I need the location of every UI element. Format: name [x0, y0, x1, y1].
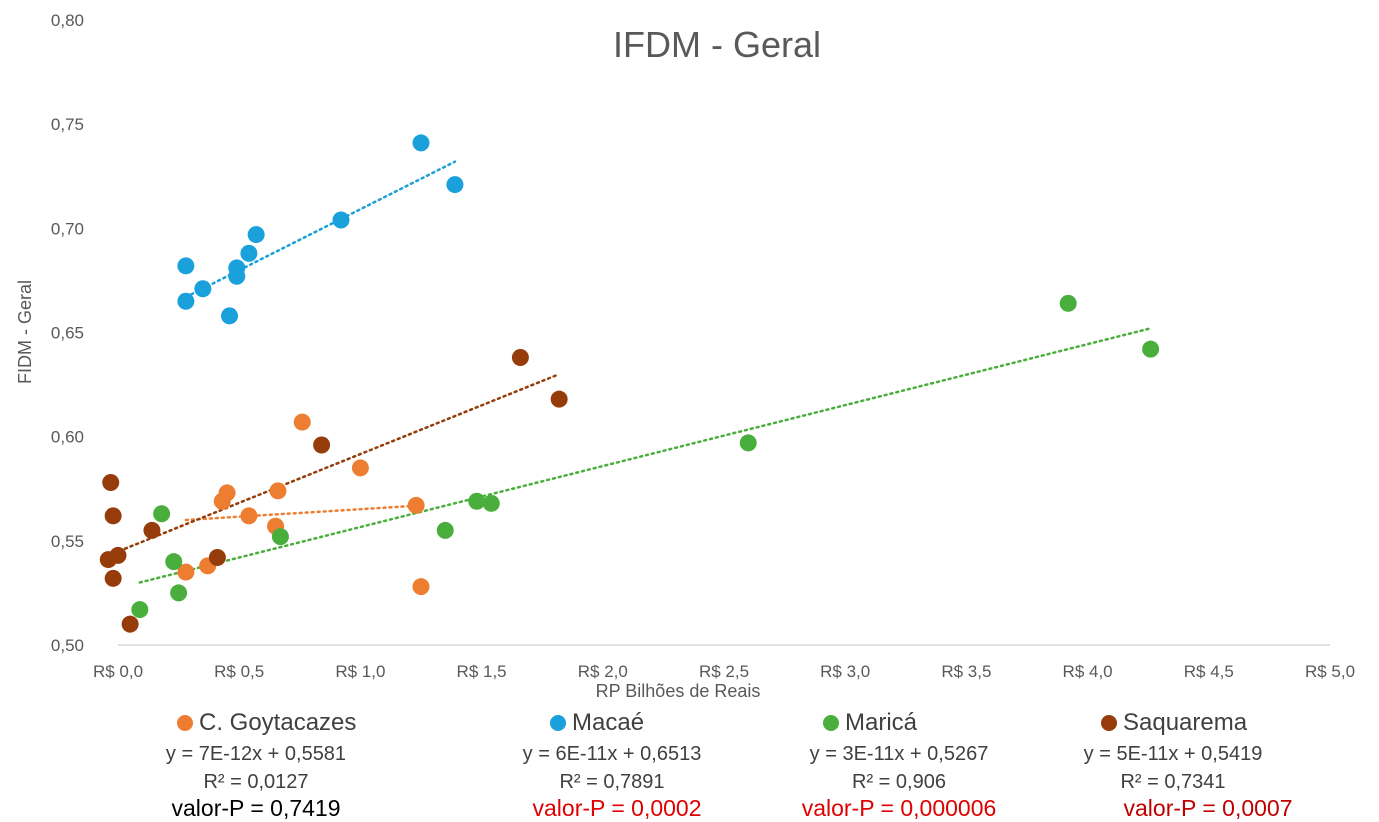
legend-label-macae: Macaé	[572, 709, 645, 736]
legend-item-saquarema: Saquarema	[1101, 709, 1247, 737]
x-tick-label: R$ 4,0	[1063, 662, 1113, 681]
trendline	[138, 327, 1152, 584]
data-point	[228, 259, 246, 277]
equation-marica: y = 3E-11x + 0,5267	[809, 743, 989, 765]
y-tick-label: 0,55	[51, 532, 84, 551]
data-point	[194, 280, 212, 298]
pvalue-saquarema: valor-P = 0,0007	[1123, 795, 1293, 821]
trendline	[184, 160, 457, 299]
y-tick-label: 0,65	[51, 324, 84, 343]
legend-marker-saquarema	[1101, 715, 1117, 731]
x-tick-label: R$ 2,0	[578, 662, 628, 681]
legend-label-saquarema: Saquarema	[1123, 709, 1248, 736]
data-point	[269, 482, 287, 500]
data-point	[170, 584, 188, 602]
data-point	[165, 553, 183, 571]
x-axis: R$ 0,0 R$ 0,5 R$ 1,0 R$ 1,5 R$ 2,0 R$ 2,5 R$ 3…	[93, 662, 1355, 681]
data-point	[104, 507, 122, 525]
equation-saquarema: y = 5E-11x + 0,5419	[1083, 743, 1263, 765]
legend-item-marica: Maricá	[823, 709, 917, 737]
data-point	[313, 436, 331, 454]
x-tick-label: R$ 3,0	[820, 662, 870, 681]
trendlines	[107, 160, 1152, 584]
data-point	[131, 601, 149, 619]
r2-goytacazes: R² = 0,0127	[203, 771, 309, 793]
r2-marica: R² = 0,906	[852, 771, 946, 793]
data-point	[177, 292, 195, 310]
legend-marker-marica	[823, 715, 839, 731]
data-point	[208, 549, 226, 566]
data-point	[550, 390, 568, 408]
equation-macae: y = 6E-11x + 0,6513	[522, 743, 702, 765]
data-point	[412, 578, 430, 596]
y-tick-label: 0,50	[51, 636, 84, 655]
data-point	[104, 569, 122, 587]
data-point	[240, 244, 258, 262]
data-point	[177, 563, 195, 581]
data-point	[109, 546, 127, 564]
legend-item-goytacazes: C. Goytacazes	[177, 709, 356, 737]
data-point	[240, 507, 258, 525]
x-tick-label: R$ 4,5	[1184, 662, 1234, 681]
chart-title: IFDM - Geral	[613, 24, 821, 65]
data-point	[412, 134, 430, 152]
data-point	[271, 528, 289, 546]
data-point	[247, 226, 265, 244]
data-point	[446, 176, 464, 194]
data-point	[293, 413, 311, 431]
r2-saquarema: R² = 0,7341	[1120, 771, 1226, 793]
x-tick-label: R$ 0,5	[214, 662, 264, 681]
data-point	[407, 496, 425, 514]
data-point	[153, 505, 171, 523]
data-point	[332, 211, 350, 229]
data-point	[1059, 294, 1077, 312]
r2-macae: R² = 0,7891	[559, 771, 665, 793]
y-tick-label: 0,80	[51, 11, 84, 30]
legend-label-goytacazes: C. Goytacazes	[199, 709, 357, 736]
data-point	[468, 492, 486, 510]
legend-marker-macae	[550, 715, 566, 731]
y-tick-label: 0,70	[51, 219, 84, 238]
data-point	[221, 307, 239, 325]
data-point	[511, 349, 529, 366]
data-point	[351, 459, 369, 477]
x-tick-label: R$ 2,5	[699, 662, 749, 681]
x-tick-label: R$ 3,5	[941, 662, 991, 681]
data-point	[1142, 340, 1160, 358]
x-tick-label: R$ 1,0	[335, 662, 385, 681]
data-point	[436, 521, 454, 539]
x-tick-label: R$ 0,0	[93, 662, 143, 681]
data-points	[99, 134, 1160, 633]
y-axis: 0,50 0,55 0,60 0,65 0,70 0,75 0,80	[51, 11, 84, 655]
data-point	[482, 494, 500, 512]
y-tick-label: 0,60	[51, 428, 84, 447]
data-point	[739, 434, 757, 452]
data-point	[121, 615, 139, 633]
legend-marker-goytacazes	[177, 715, 193, 731]
legend-label-marica: Maricá	[845, 709, 918, 736]
pvalue-marica: valor-P = 0,000006	[801, 795, 997, 821]
y-axis-label: FIDM - Geral	[15, 280, 35, 384]
x-tick-label: R$ 1,5	[457, 662, 507, 681]
x-axis-label: RP Bilhões de Reais	[596, 681, 761, 701]
data-point	[218, 484, 236, 502]
trendline	[107, 372, 561, 557]
legend-item-macae: Macaé	[550, 709, 644, 737]
y-tick-label: 0,75	[51, 115, 84, 134]
data-point	[143, 521, 161, 539]
equation-goytacazes: y = 7E-12x + 0,5581	[165, 743, 347, 765]
x-tick-label: R$ 5,0	[1305, 662, 1355, 681]
data-point	[177, 257, 195, 275]
data-point	[102, 474, 120, 491]
pvalue-goytacazes: valor-P = 0,7419	[171, 795, 341, 821]
pvalue-macae: valor-P = 0,0002	[532, 795, 702, 821]
